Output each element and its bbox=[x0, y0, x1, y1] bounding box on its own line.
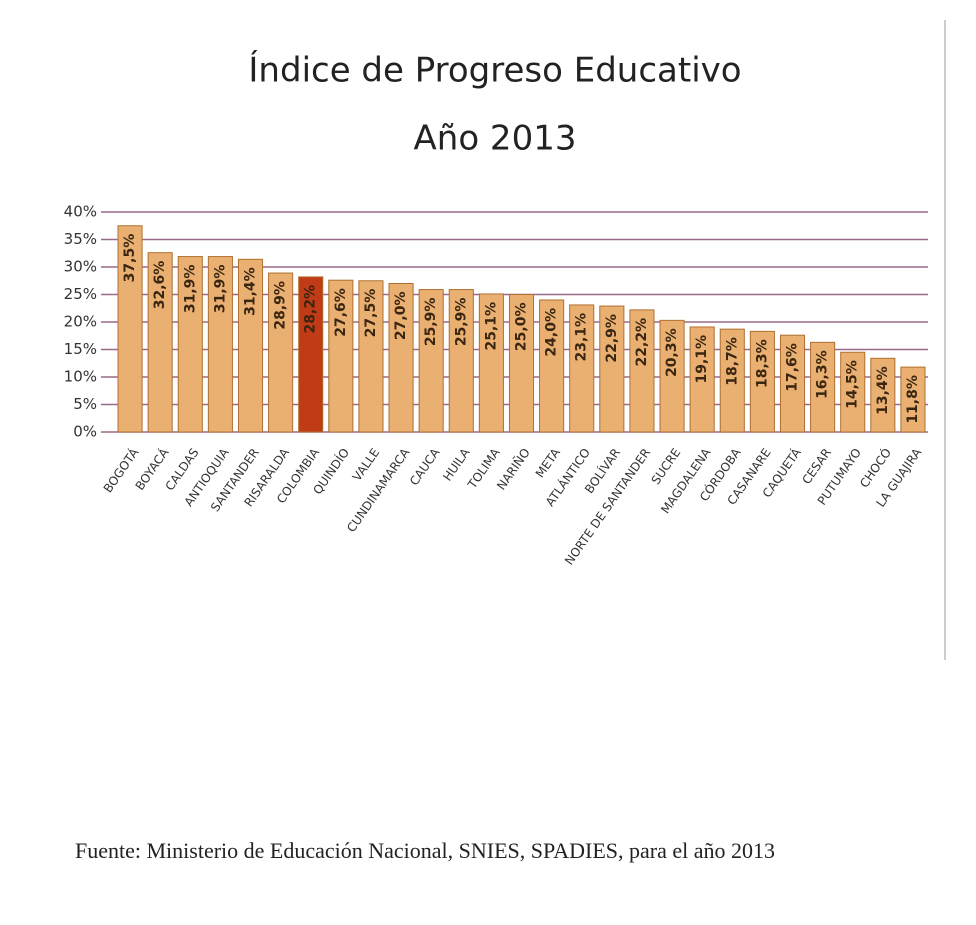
value-label: 23,1% bbox=[574, 313, 590, 362]
y-tick-label: 40% bbox=[64, 203, 97, 221]
x-tick-label: CAUCA bbox=[407, 445, 443, 488]
value-label: 27,5% bbox=[363, 289, 379, 338]
chart-subtitle: Año 2013 bbox=[414, 119, 577, 159]
bar bbox=[870, 357, 896, 433]
bar bbox=[147, 252, 173, 433]
source-note: Fuente: Ministerio de Educación Nacional… bbox=[75, 838, 775, 863]
bar bbox=[900, 366, 926, 433]
value-label: 22,2% bbox=[634, 318, 650, 367]
value-label: 14,5% bbox=[845, 360, 861, 409]
value-label: 17,6% bbox=[785, 343, 801, 392]
bar bbox=[629, 309, 655, 433]
value-label: 37,5% bbox=[122, 234, 138, 283]
value-label: 31,9% bbox=[212, 265, 228, 314]
value-label: 13,4% bbox=[875, 366, 891, 415]
bar bbox=[478, 293, 504, 433]
bar bbox=[358, 280, 384, 433]
value-label: 18,3% bbox=[754, 339, 770, 388]
value-label: 25,9% bbox=[423, 298, 439, 347]
bar bbox=[599, 305, 625, 433]
value-label: 16,3% bbox=[815, 350, 831, 399]
x-tick-label: META bbox=[533, 445, 564, 480]
value-label: 27,0% bbox=[393, 292, 409, 341]
value-label: 18,7% bbox=[724, 337, 740, 386]
y-tick-label: 20% bbox=[64, 313, 97, 331]
y-tick-label: 30% bbox=[64, 258, 97, 276]
value-label: 22,9% bbox=[604, 314, 620, 363]
bar bbox=[448, 289, 474, 433]
value-label: 25,9% bbox=[453, 298, 469, 347]
bar bbox=[117, 225, 143, 433]
bar bbox=[719, 328, 745, 433]
bar bbox=[569, 304, 595, 433]
bar bbox=[659, 319, 685, 433]
bar bbox=[268, 272, 294, 433]
value-label: 32,6% bbox=[152, 261, 168, 310]
value-label: 20,3% bbox=[664, 328, 680, 377]
value-label: 31,4% bbox=[243, 267, 259, 316]
value-label: 27,6% bbox=[333, 288, 349, 337]
value-label: 28,9% bbox=[273, 281, 289, 330]
y-tick-label: 35% bbox=[64, 230, 97, 248]
value-label: 31,9% bbox=[182, 265, 198, 314]
bar bbox=[810, 341, 836, 433]
bar bbox=[539, 299, 565, 433]
bar bbox=[298, 276, 324, 433]
value-label: 19,1% bbox=[694, 335, 710, 384]
bar bbox=[749, 330, 775, 433]
value-label: 11,8% bbox=[905, 375, 921, 424]
value-label: 25,1% bbox=[483, 302, 499, 351]
y-tick-label: 10% bbox=[64, 368, 97, 386]
bar bbox=[508, 294, 535, 433]
value-label: 24,0% bbox=[544, 308, 560, 357]
y-tick-label: 0% bbox=[73, 423, 97, 441]
y-tick-label: 25% bbox=[64, 285, 97, 303]
bar bbox=[237, 258, 264, 433]
bar bbox=[177, 256, 203, 433]
chart-title: Índice de Progreso Educativo bbox=[248, 50, 741, 91]
y-tick-label: 15% bbox=[64, 340, 97, 358]
bar bbox=[328, 279, 354, 433]
value-label: 28,2% bbox=[303, 285, 319, 334]
y-tick-label: 5% bbox=[73, 395, 97, 413]
bar bbox=[207, 256, 233, 433]
bar bbox=[689, 326, 715, 433]
bar bbox=[418, 289, 444, 433]
bar bbox=[779, 334, 806, 433]
bar bbox=[388, 283, 414, 433]
value-label: 25,0% bbox=[514, 303, 530, 352]
bar bbox=[840, 351, 866, 433]
